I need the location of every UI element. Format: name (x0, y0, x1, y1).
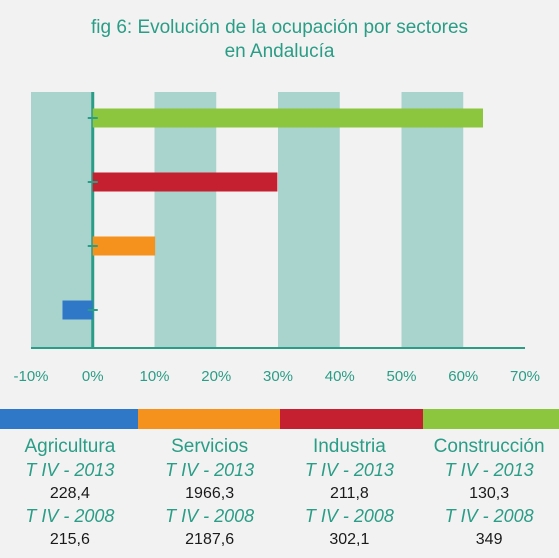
legend-swatch-servicios (138, 409, 280, 429)
sector-period: T IV - 2013 (304, 460, 394, 480)
grid-band (154, 92, 217, 348)
sector-period: T IV - 2013 (165, 460, 255, 480)
sector-name: Servicios (171, 436, 249, 457)
bar-industria (92, 172, 278, 192)
color-legend-bar (0, 409, 559, 429)
sector-period: T IV - 2013 (25, 460, 115, 480)
grid-band (401, 92, 464, 348)
bar-construcción (92, 108, 484, 128)
sector-value: 228,4 (49, 485, 90, 502)
sector-value: 215,6 (49, 531, 90, 548)
sector-period: T IV - 2008 (165, 506, 255, 526)
sector-table: Agricultura T IV - 2013 228,4 T IV - 200… (0, 434, 559, 551)
sector-value: 349 (475, 531, 503, 548)
sector-value: 1966,3 (185, 485, 235, 502)
sector-value: 302,1 (329, 531, 370, 548)
sector-value: 130,3 (469, 485, 510, 502)
sector-period: T IV - 2013 (444, 460, 534, 480)
legend-swatch-industria (280, 409, 423, 429)
x-tick-label: 70% (510, 368, 540, 385)
sector-name: Industria (312, 436, 386, 457)
sector-period: T IV - 2008 (304, 506, 394, 526)
x-tick-label: 20% (201, 368, 231, 385)
x-tick-label: 50% (386, 368, 416, 385)
bar-chart: -10% 0% 10% 20% 30% 40% 50% 60% 70% (13, 92, 540, 385)
sector-name: Agricultura (24, 436, 116, 457)
legend-swatch-agricultura (0, 409, 138, 429)
x-tick-label: 0% (82, 368, 104, 385)
sector-column-industria: Industria T IV - 2013 211,8 T IV - 2008 … (280, 434, 420, 551)
sector-value: 211,8 (329, 485, 369, 502)
sector-period: T IV - 2008 (444, 506, 534, 526)
x-tick-label: 40% (325, 368, 355, 385)
bar-servicios (92, 236, 156, 256)
sector-period: T IV - 2008 (25, 506, 115, 526)
sector-column-servicios: Servicios T IV - 2013 1966,3 T IV - 2008… (140, 434, 280, 551)
chart-title-line2: en Andalucía (224, 41, 335, 62)
legend-swatch-construccion (423, 409, 559, 429)
bar-agricultura (62, 300, 93, 320)
x-tick-label: -10% (13, 368, 48, 385)
sector-value: 2187,6 (185, 531, 235, 548)
sector-column-agricultura: Agricultura T IV - 2013 228,4 T IV - 200… (0, 434, 140, 551)
x-tick-label: 30% (263, 368, 293, 385)
x-tick-label: 10% (139, 368, 169, 385)
sector-column-construccion: Construcción T IV - 2013 130,3 T IV - 20… (419, 434, 559, 551)
chart-title: fig 6: Evolución de la ocupación por sec… (0, 16, 559, 64)
x-tick-label: 60% (448, 368, 478, 385)
chart-title-line1: fig 6: Evolución de la ocupación por sec… (90, 17, 469, 38)
grid-band (278, 92, 340, 348)
sector-name: Construcción (433, 436, 545, 457)
